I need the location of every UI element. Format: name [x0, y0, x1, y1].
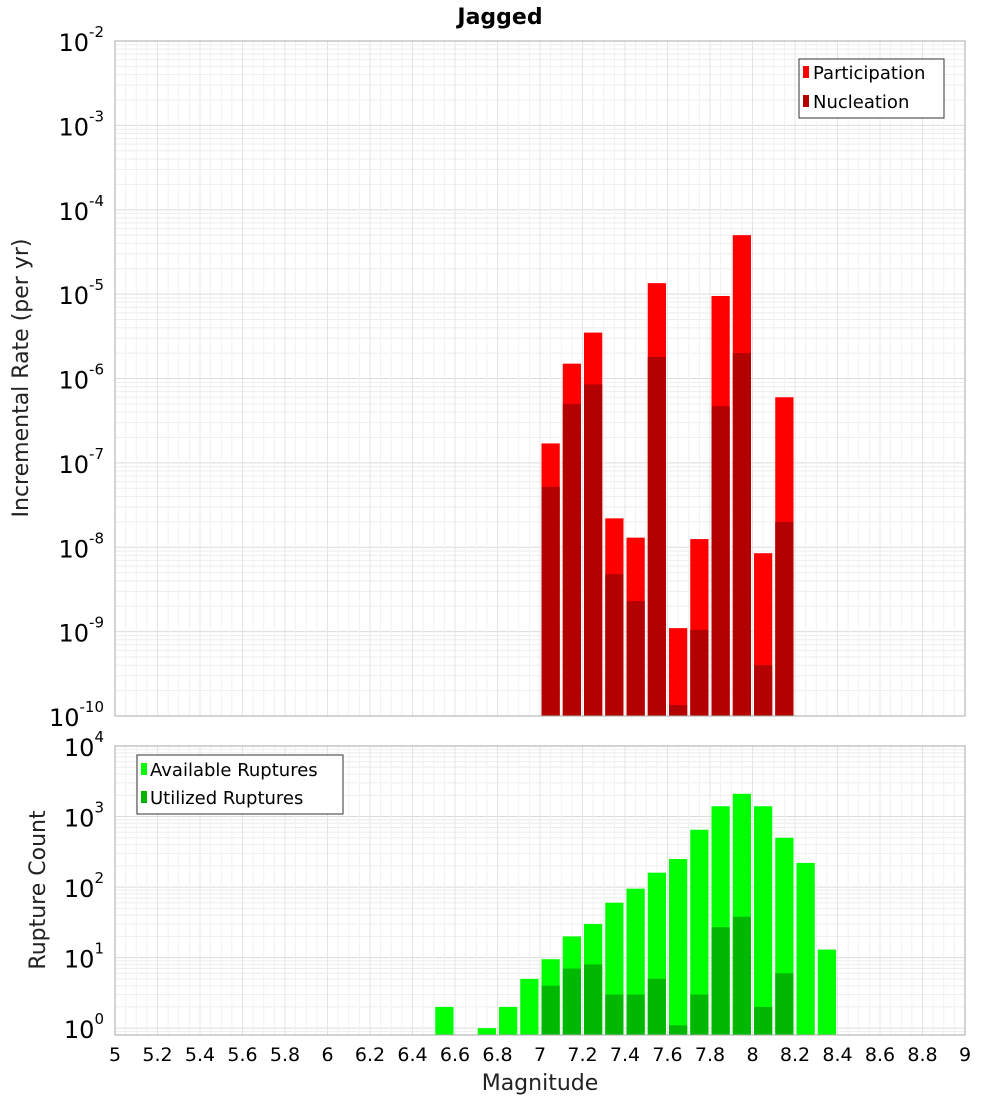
top-bars	[541, 235, 794, 716]
bottom-bar-utilized-ruptures	[754, 1006, 773, 1035]
top-bar-participation	[669, 628, 688, 716]
bottom-y-axis-label: Rupture Count	[26, 810, 51, 970]
x-tick-label: 5.2	[142, 1044, 172, 1066]
x-tick-label: 8	[746, 1044, 758, 1066]
bottom-bar-utilized-ruptures	[775, 973, 794, 1035]
top-y-tick-label: 10-10	[49, 698, 104, 732]
x-tick-label: 7	[534, 1044, 546, 1066]
top-bar-nucleation	[626, 601, 645, 716]
x-tick-label: 7.6	[652, 1044, 682, 1066]
x-tick-label: 6.6	[440, 1044, 470, 1066]
top-bar-nucleation	[711, 406, 730, 716]
bottom-bar-available-ruptures	[817, 949, 836, 1035]
top-bar-nucleation	[584, 384, 603, 716]
bottom-bar-available-ruptures	[520, 978, 539, 1035]
top-y-tick-label: 10-6	[58, 361, 104, 395]
bottom-y-tick-label: 100	[64, 1010, 104, 1044]
legend-label-nucleation: Nucleation	[813, 92, 909, 113]
top-bar-nucleation	[775, 521, 794, 716]
bottom-y-tick-label: 101	[64, 940, 104, 974]
top-y-tick-label: 10-3	[58, 107, 104, 141]
top-y-tick-label: 10-5	[58, 276, 104, 310]
x-tick-label: 5.4	[185, 1044, 215, 1066]
legend-swatch-utilized	[141, 791, 147, 803]
bottom-plot-frame	[114, 745, 966, 1036]
x-tick-label: 8.6	[865, 1044, 895, 1066]
bottom-bar-utilized-ruptures	[541, 985, 560, 1035]
bottom-bar-utilized-ruptures	[690, 994, 709, 1035]
top-y-tick-label: 10-2	[58, 23, 104, 57]
x-tick-label: 5	[109, 1044, 121, 1066]
legend-swatch-nucleation	[803, 95, 809, 107]
top-bar-nucleation	[541, 486, 560, 716]
x-tick-label: 8.4	[822, 1044, 852, 1066]
bottom-bar-utilized-ruptures	[605, 994, 624, 1035]
x-tick-label: 5.6	[227, 1044, 257, 1066]
bottom-bar-utilized-ruptures	[584, 964, 603, 1035]
top-bar-nucleation	[690, 629, 709, 716]
legend-label-available: Available Ruptures	[150, 760, 318, 781]
bottom-y-ticks: 104 103 102 101 100	[64, 728, 104, 1044]
top-bar-nucleation	[754, 665, 773, 716]
top-grid	[114, 41, 966, 717]
top-plot-frame	[114, 40, 966, 717]
bottom-bar-available-ruptures	[796, 862, 815, 1035]
bottom-bar-utilized-ruptures	[669, 1025, 688, 1035]
top-y-ticks: 10-2 10-3 10-4 10-5 10-6 10-7 10-8 10-9 10-10	[49, 23, 104, 732]
x-tick-label: 7.2	[567, 1044, 597, 1066]
top-bar-nucleation	[647, 356, 666, 716]
bottom-bar-available-ruptures	[669, 859, 688, 1035]
top-bar-nucleation	[605, 574, 624, 716]
x-tick-label: 7.4	[610, 1044, 640, 1066]
top-bar-nucleation	[732, 353, 751, 716]
bottom-bars	[435, 793, 836, 1035]
bottom-bar-utilized-ruptures	[626, 994, 645, 1035]
top-y-axis-label: Incremental Rate (per yr)	[9, 239, 34, 518]
x-axis-label: Magnitude	[482, 1071, 599, 1096]
top-bar-nucleation	[669, 705, 688, 716]
x-tick-label: 5.8	[270, 1044, 300, 1066]
bottom-y-tick-label: 104	[64, 728, 104, 762]
bottom-bar-utilized-ruptures	[711, 927, 730, 1035]
x-tick-label: 6.4	[397, 1044, 427, 1066]
bottom-bar-available-ruptures	[754, 806, 773, 1035]
bottom-y-tick-label: 103	[64, 799, 104, 833]
bottom-bar-available-ruptures	[435, 1006, 454, 1035]
bottom-legend: Available Ruptures Utilized Ruptures	[136, 754, 344, 815]
bottom-bar-available-ruptures	[499, 1006, 518, 1035]
bottom-bar-available-ruptures	[690, 829, 709, 1035]
legend-swatch-participation	[803, 66, 809, 78]
bottom-bar-utilized-ruptures	[562, 968, 581, 1035]
x-ticks: 5 5.2 5.4 5.6 5.8 6 6.2 6.4 6.6 6.8 7 7.2 7.4 7.6 7.8 8…	[109, 1044, 971, 1066]
x-tick-label: 7.8	[695, 1044, 725, 1066]
bottom-bar-available-ruptures	[477, 1028, 496, 1035]
bottom-bar-utilized-ruptures	[647, 978, 666, 1035]
x-tick-label: 6	[321, 1044, 333, 1066]
x-tick-label: 6.8	[482, 1044, 512, 1066]
top-bar-nucleation	[562, 403, 581, 716]
bottom-bar-utilized-ruptures	[732, 916, 751, 1035]
x-tick-label: 9	[959, 1044, 971, 1066]
x-tick-label: 8.2	[780, 1044, 810, 1066]
legend-label-participation: Participation	[813, 63, 925, 84]
legend-label-utilized: Utilized Ruptures	[150, 788, 303, 809]
top-y-tick-label: 10-4	[58, 192, 104, 226]
legend-swatch-available	[141, 763, 147, 775]
top-y-tick-label: 10-7	[58, 445, 104, 479]
bottom-y-tick-label: 102	[64, 869, 104, 903]
x-tick-label: 6.2	[355, 1044, 385, 1066]
chart-title: Jagged	[455, 5, 542, 30]
top-legend: Participation Nucleation	[798, 58, 945, 119]
top-y-tick-label: 10-8	[58, 529, 104, 563]
top-y-tick-label: 10-9	[58, 614, 104, 648]
x-tick-label: 8.8	[907, 1044, 937, 1066]
